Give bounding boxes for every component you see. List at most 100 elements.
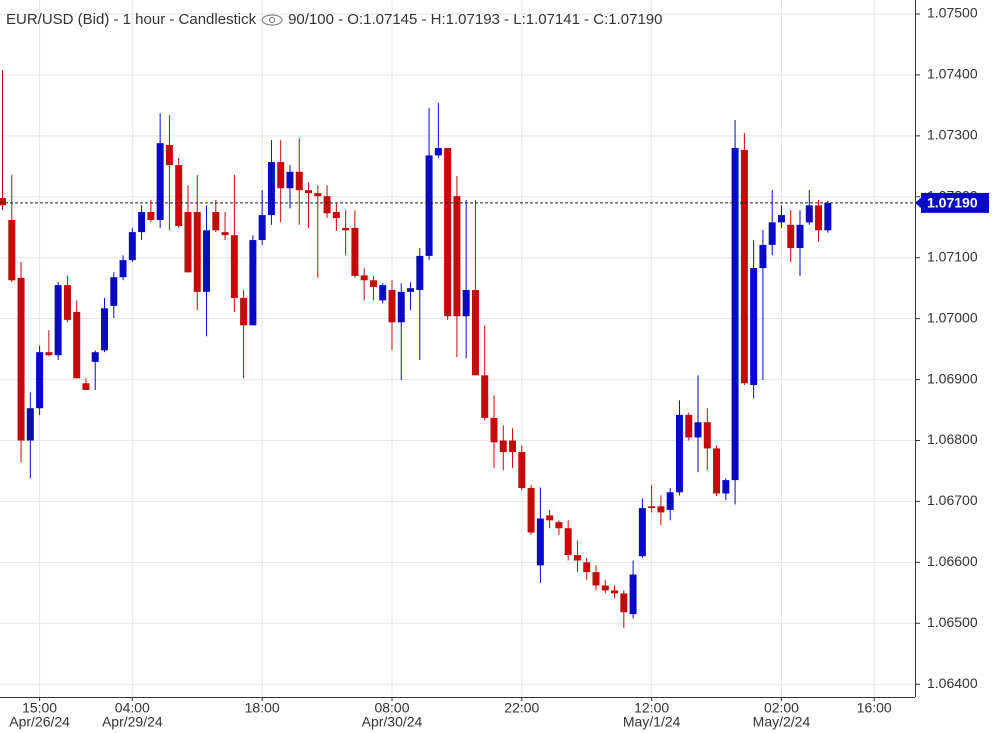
candle-body <box>45 352 53 356</box>
candle-body <box>499 440 507 453</box>
y-tick-label: 1.07400 <box>927 66 978 82</box>
x-date-label: Apr/29/24 <box>102 714 163 730</box>
candle-body <box>638 508 646 557</box>
candle-body <box>286 171 294 189</box>
candle-body <box>759 244 767 269</box>
candle-body <box>471 290 479 376</box>
candle-body <box>323 196 331 214</box>
candle-body <box>768 222 776 245</box>
candle-body <box>740 149 748 384</box>
candle-body <box>750 268 758 386</box>
candle-body <box>351 227 359 276</box>
candle-body <box>342 227 350 231</box>
candle-body <box>369 280 377 287</box>
candle-body <box>509 440 517 453</box>
candle-body <box>305 190 313 194</box>
candle-body <box>434 148 442 156</box>
candle-body <box>796 224 804 248</box>
candle-body <box>407 288 415 292</box>
x-date-label: May/1/24 <box>623 714 681 730</box>
candle-body <box>490 417 498 443</box>
x-tick-label: 18:00 <box>245 700 280 716</box>
candle-body <box>360 275 368 281</box>
candle-body <box>54 285 62 356</box>
candle-body <box>518 452 526 489</box>
candle-body <box>694 422 702 438</box>
x-tick-label: 12:00 <box>634 700 669 716</box>
candle-body <box>165 145 173 166</box>
candle-body <box>240 297 248 326</box>
candle-body <box>453 196 461 317</box>
candle-body <box>805 205 813 223</box>
candle-body <box>147 212 155 220</box>
y-tick-label: 1.07000 <box>927 309 978 325</box>
candle-body <box>555 522 563 529</box>
candle-body <box>629 574 637 615</box>
candle-body <box>787 224 795 248</box>
candle-body <box>527 488 535 533</box>
candle-body <box>648 506 656 509</box>
candle-body <box>379 285 387 301</box>
candle-body <box>156 143 164 220</box>
candle-body <box>592 572 600 586</box>
eye-icon <box>261 14 283 26</box>
candle-body <box>397 291 405 323</box>
x-tick-label: 04:00 <box>115 700 150 716</box>
last-price-label: 1.07190 <box>927 195 978 211</box>
candle-body <box>295 171 303 191</box>
eye-outline <box>261 14 283 26</box>
eye-pupil <box>268 16 276 24</box>
candle-body <box>675 414 683 493</box>
x-tick-label: 22:00 <box>504 700 539 716</box>
candle-body <box>731 148 739 481</box>
candle-body <box>824 202 832 231</box>
candle-body <box>277 162 285 189</box>
candle-body <box>267 162 275 216</box>
candle-body <box>175 165 183 227</box>
candle-body <box>119 260 127 278</box>
candle-body <box>657 506 665 513</box>
candle-body <box>388 290 396 323</box>
candle-body <box>462 290 470 317</box>
x-tick-label: 02:00 <box>764 700 799 716</box>
candle-body <box>193 212 201 292</box>
candle-body <box>703 422 711 449</box>
chart-title: EUR/USD (Bid) - 1 hour - Candlestick <box>6 11 257 28</box>
candle-body <box>685 414 693 438</box>
candle-body <box>212 212 220 231</box>
candle-body <box>36 352 44 409</box>
x-date-label: Apr/30/24 <box>362 714 423 730</box>
candle-body <box>221 232 229 236</box>
candle-body <box>110 277 118 306</box>
candle-body <box>249 240 257 326</box>
overlay: 1.07190 <box>0 192 989 213</box>
candle-body <box>258 215 266 241</box>
candle-body <box>203 230 211 292</box>
candle-body <box>138 212 146 233</box>
candle-body <box>583 562 591 573</box>
y-tick-label: 1.06600 <box>927 553 978 569</box>
candle-body <box>63 285 71 320</box>
candle-body <box>128 232 136 261</box>
candle-body <box>82 383 90 390</box>
chart-subtitle: 90/100 - O:1.07145 - H:1.07193 - L:1.071… <box>288 11 662 28</box>
candle-body <box>416 255 424 291</box>
candle-body <box>546 515 554 521</box>
candle-body <box>184 212 192 273</box>
candle-body <box>230 235 238 298</box>
candle-body <box>815 205 823 231</box>
x-tick-label: 16:00 <box>857 700 892 716</box>
y-tick-label: 1.07100 <box>927 248 978 264</box>
y-tick-label: 1.07300 <box>927 127 978 143</box>
candle-body <box>666 492 674 510</box>
candle-body <box>722 480 730 494</box>
candle-body <box>564 528 572 556</box>
candle-body <box>0 198 7 206</box>
last-price-box <box>921 192 989 213</box>
candle-body <box>26 408 34 441</box>
candle-body <box>777 215 785 223</box>
candles <box>0 70 832 629</box>
